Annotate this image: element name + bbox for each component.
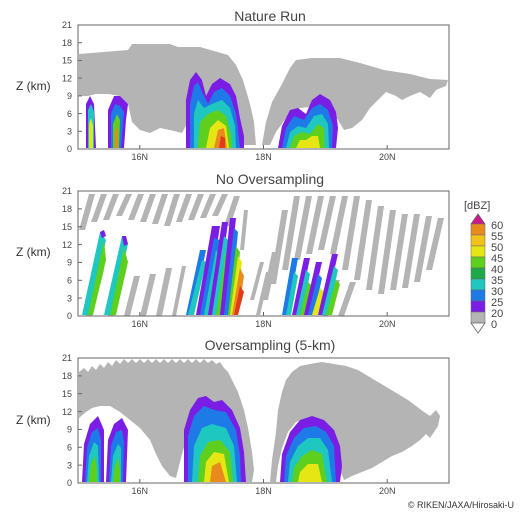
colorbar-swatch xyxy=(470,300,486,313)
colorbar-swatch xyxy=(470,289,486,302)
convective-core xyxy=(298,464,322,482)
y-axis-label: Z (km) xyxy=(16,245,51,259)
cloud-reflectivity xyxy=(79,44,448,145)
y-tick-labels: 0 3 6 9 12 15 18 21 xyxy=(62,20,72,154)
colorbar-label: 40 xyxy=(491,264,503,276)
convective-core xyxy=(89,456,97,482)
x-tick-label: 18N xyxy=(255,152,272,162)
colorbar-swatch xyxy=(470,234,486,247)
colorbar-label: 45 xyxy=(491,253,503,265)
y-tick-label: 3 xyxy=(67,127,72,137)
x-tick-label: 20N xyxy=(379,319,396,329)
x-ticks xyxy=(139,479,388,483)
x-tick-labels: 16N 18N 20N xyxy=(132,152,396,162)
colorbar-swatch xyxy=(470,245,486,258)
colorbar-swatch xyxy=(470,267,486,280)
x-tick-label: 16N xyxy=(132,152,149,162)
y-tick-label: 0 xyxy=(67,311,72,321)
x-tick-label: 18N xyxy=(255,319,272,329)
colorbar-label: 25 xyxy=(491,297,503,309)
x-tick-label: 16N xyxy=(132,319,149,329)
y-tick-label: 21 xyxy=(62,20,72,30)
colorbar-swatch xyxy=(470,223,486,236)
y-ticks xyxy=(78,24,82,150)
colorbar-bottom-arrow xyxy=(470,322,486,334)
y-tick-label: 21 xyxy=(62,353,72,363)
x-tick-label: 20N xyxy=(379,486,396,496)
cloud-reflectivity xyxy=(79,359,254,482)
y-ticks xyxy=(78,190,82,317)
y-tick-label: 15 xyxy=(62,389,72,399)
panel-nature-run: Nature Run Z (km) xyxy=(16,8,450,162)
y-tick-label: 12 xyxy=(62,407,72,417)
convective-core xyxy=(210,462,226,482)
panel-title: Nature Run xyxy=(234,8,306,24)
y-tick-label: 6 xyxy=(67,109,72,119)
y-tick-label: 6 xyxy=(67,443,72,453)
colorbar-label: 30 xyxy=(491,286,503,298)
colorbar-label: 50 xyxy=(491,242,503,254)
copyright-notice: © RIKEN/JAXA/Hirosaki-U xyxy=(408,500,514,510)
x-tick-labels: 16N 18N 20N xyxy=(132,319,396,329)
convective-core xyxy=(115,126,118,148)
colorbar-swatch xyxy=(470,311,486,324)
x-tick-labels: 16N 18N 20N xyxy=(132,486,396,496)
colorbar-label: 20 xyxy=(491,308,503,320)
y-tick-label: 15 xyxy=(62,56,72,66)
colorbar-swatch xyxy=(470,278,486,291)
panel-oversampling-5km: Oversampling (5-km) Z (km) xyxy=(16,337,450,496)
colorbar-labels: 60 55 50 45 40 35 30 25 20 0 xyxy=(491,220,503,331)
x-ticks xyxy=(139,145,388,149)
y-tick-label: 18 xyxy=(62,371,72,381)
colorbar-label: 60 xyxy=(491,220,503,232)
panel-no-oversampling: No Oversampling Z (km) xyxy=(16,171,450,329)
colorbar-label: 35 xyxy=(491,275,503,287)
x-tick-label: 20N xyxy=(379,152,396,162)
colorbar: [dBZ] 60 55 50 45 40 35 30 25 20 0 xyxy=(464,200,503,334)
y-tick-label: 9 xyxy=(67,258,72,268)
y-tick-labels: 0 3 6 9 12 15 18 21 xyxy=(62,186,72,321)
convective-core xyxy=(219,136,225,148)
y-axis-label: Z (km) xyxy=(16,79,51,93)
colorbar-units: [dBZ] xyxy=(464,200,490,212)
y-tick-label: 9 xyxy=(67,425,72,435)
colorbar-label: 0 xyxy=(491,319,497,331)
y-tick-label: 18 xyxy=(62,38,72,48)
y-tick-label: 3 xyxy=(67,293,72,303)
x-ticks xyxy=(139,312,388,316)
x-tick-label: 18N xyxy=(255,486,272,496)
y-tick-label: 15 xyxy=(62,222,72,232)
convective-core xyxy=(89,118,93,148)
panel-title: Oversampling (5-km) xyxy=(205,337,336,353)
cloud-reflectivity xyxy=(270,362,440,482)
y-tick-label: 12 xyxy=(62,240,72,250)
y-tick-labels: 0 3 6 9 12 15 18 21 xyxy=(62,353,72,488)
y-tick-label: 9 xyxy=(67,91,72,101)
colorbar-top-arrow xyxy=(470,213,486,225)
convective-core xyxy=(296,136,320,148)
x-tick-label: 16N xyxy=(132,486,149,496)
y-tick-label: 18 xyxy=(62,204,72,214)
y-tick-label: 6 xyxy=(67,276,72,286)
y-tick-label: 12 xyxy=(62,73,72,83)
convective-stripes xyxy=(82,218,340,315)
y-ticks xyxy=(78,357,82,484)
colorbar-label: 55 xyxy=(491,231,503,243)
colorbar-swatch xyxy=(470,256,486,269)
y-tick-label: 21 xyxy=(62,186,72,196)
y-tick-label: 0 xyxy=(67,144,72,154)
cloud-reflectivity xyxy=(79,194,444,316)
y-tick-label: 3 xyxy=(67,460,72,470)
y-axis-label: Z (km) xyxy=(16,413,51,427)
convective-core xyxy=(113,458,120,482)
panel-title: No Oversampling xyxy=(216,171,324,187)
y-tick-label: 0 xyxy=(67,478,72,488)
